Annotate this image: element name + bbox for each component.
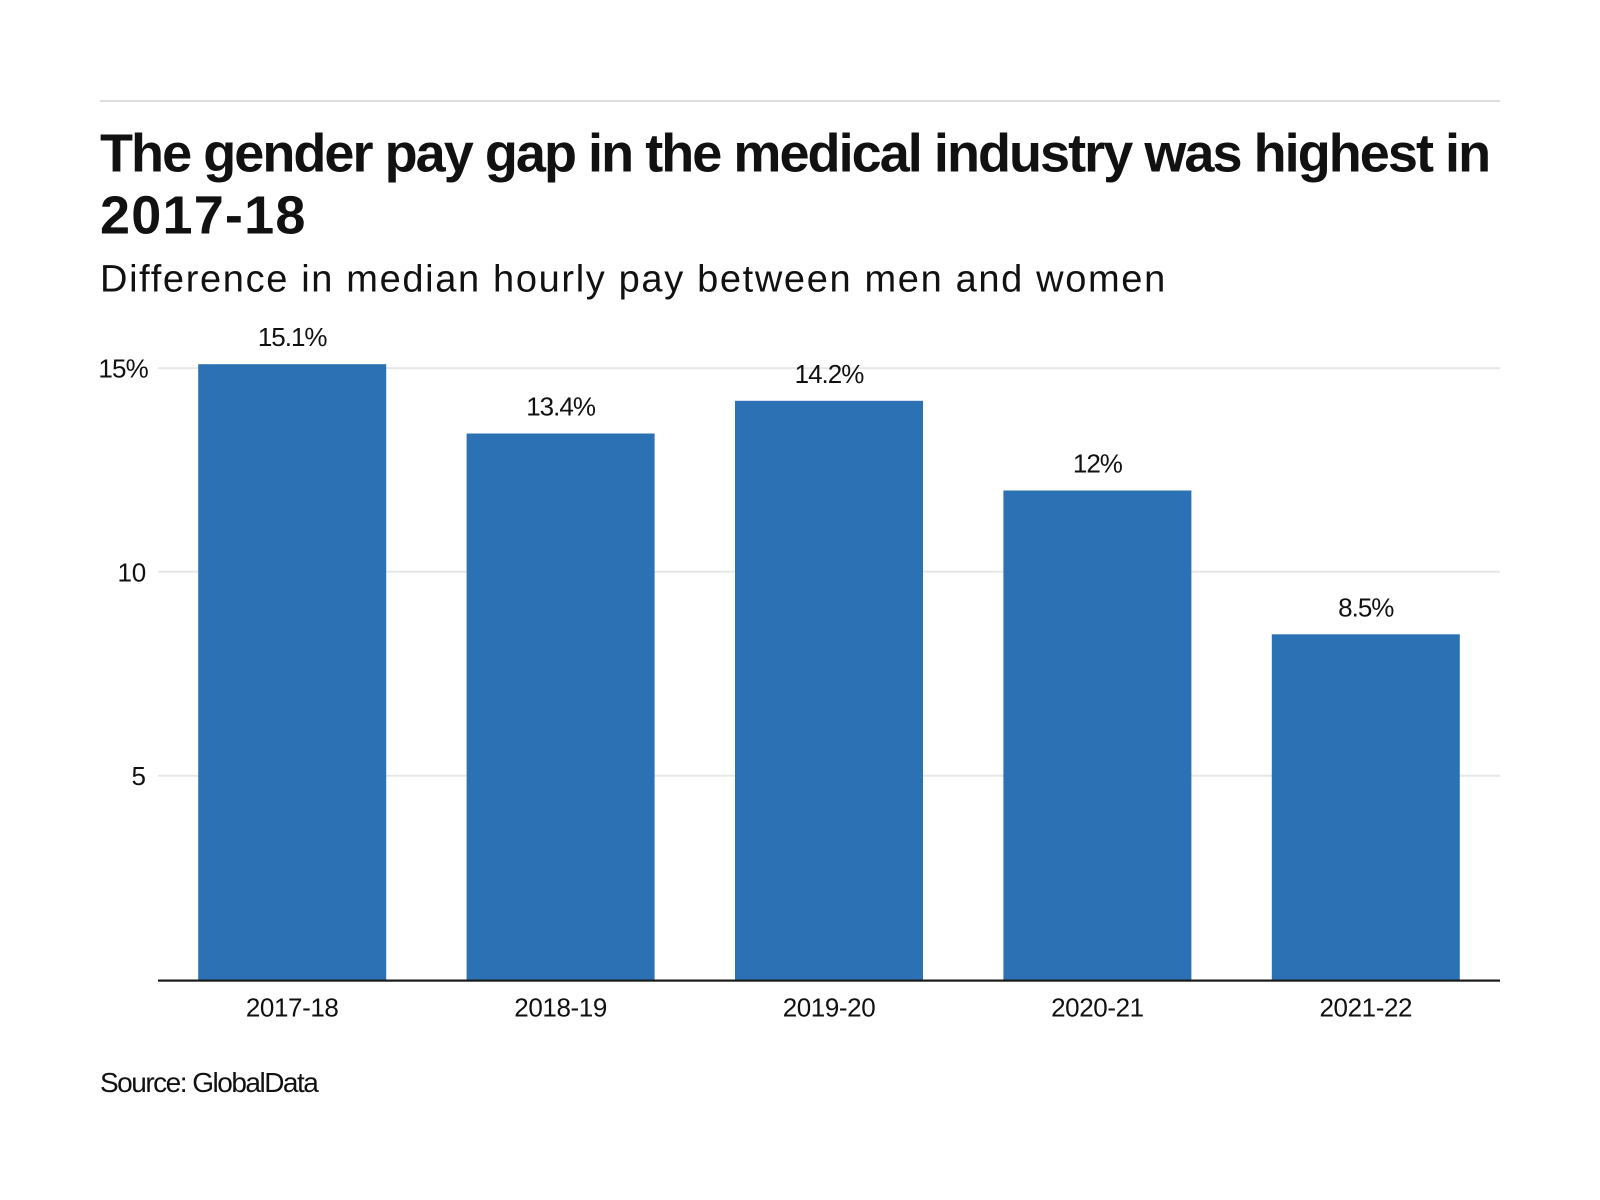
svg-text:2017-18: 2017-18 — [100, 186, 307, 246]
svg-text:8.5%: 8.5% — [1338, 592, 1394, 622]
svg-text:2017-18: 2017-18 — [246, 992, 339, 1022]
svg-text:2018-19: 2018-19 — [514, 992, 607, 1022]
svg-text:The gender pay gap in the medi: The gender pay gap in the medical indust… — [100, 124, 1489, 184]
svg-text:13.4%: 13.4% — [526, 392, 596, 422]
svg-text:12%: 12% — [1073, 449, 1123, 479]
svg-text:2020-21: 2020-21 — [1051, 992, 1144, 1022]
svg-text:14.2%: 14.2% — [795, 359, 865, 389]
svg-text:10: 10 — [117, 558, 146, 588]
svg-text:15.1%: 15.1% — [258, 322, 328, 352]
svg-text:15%: 15% — [98, 354, 148, 384]
svg-text:2021-22: 2021-22 — [1319, 992, 1412, 1022]
svg-text:Difference in median hourly pa: Difference in median hourly pay between … — [100, 258, 1167, 300]
svg-text:Source: GlobalData: Source: GlobalData — [100, 1067, 319, 1098]
svg-text:2019-20: 2019-20 — [783, 992, 876, 1022]
svg-text:5: 5 — [132, 761, 146, 791]
